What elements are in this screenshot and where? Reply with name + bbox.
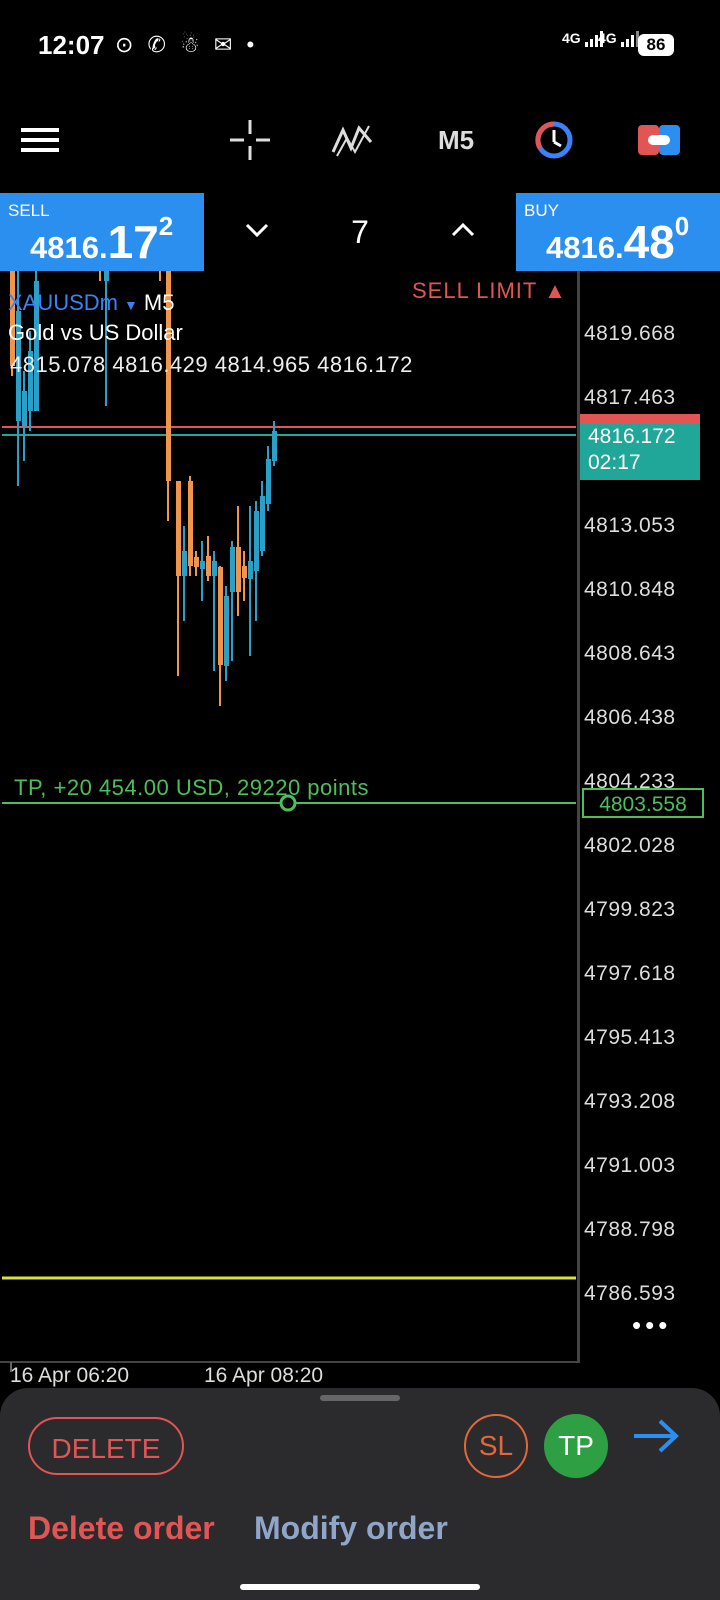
order-sheet (0, 1388, 720, 1600)
current-price-tag: 4816.172 02:17 (580, 424, 700, 480)
volume-increase-button[interactable] (450, 222, 476, 243)
buy-button[interactable]: BUY 4816.480 (516, 193, 720, 271)
symbol-dropdown-icon: ▼ (124, 297, 138, 313)
menu-icon[interactable] (18, 95, 62, 185)
stop-loss-button[interactable]: SL (464, 1414, 528, 1478)
signal-icon: 4G (598, 30, 643, 48)
time-tick (10, 1362, 12, 1372)
buy-price: 4816.480 (546, 211, 690, 268)
chart-symbol[interactable]: XAUUSDm ▼ M5 (8, 290, 175, 315)
price-level: 4799.823 (584, 898, 676, 921)
price-level: 4797.618 (584, 962, 676, 985)
toolbar: M5 (0, 95, 720, 185)
battery-indicator: 86 (638, 34, 674, 56)
crosshair-icon[interactable] (228, 95, 272, 185)
arrow-right-icon[interactable] (632, 1418, 680, 1464)
price-chart[interactable] (0, 271, 580, 1363)
price-level: 4788.798 (584, 1218, 676, 1241)
take-profit-handle[interactable] (279, 794, 297, 812)
price-level: 4795.413 (584, 1026, 676, 1049)
one-click-trading-icon[interactable] (532, 95, 576, 185)
price-level: 4804.233 (584, 770, 676, 793)
price-level: 4802.028 (584, 834, 676, 857)
volume-decrease-button[interactable] (244, 222, 270, 243)
take-profit-label: TP, +20 454.00 USD, 29220 points (14, 775, 370, 800)
time-label: 16 Apr 06:20 (10, 1364, 130, 1387)
modify-order-tab[interactable]: Modify order (254, 1510, 448, 1546)
price-level: 4793.208 (584, 1090, 676, 1113)
price-level: 4791.003 (584, 1154, 676, 1177)
indicators-icon[interactable] (330, 95, 374, 185)
volume-value[interactable]: 7 (351, 213, 369, 250)
ohlc-values: 4815.078 4816.429 4814.965 4816.172 (10, 352, 413, 377)
sell-limit-price-tag (580, 414, 700, 426)
take-profit-button[interactable]: TP (544, 1414, 608, 1478)
sell-button[interactable]: SELL 4816.172 (0, 193, 204, 271)
take-profit-price-tag[interactable]: 4803.558 (582, 788, 704, 818)
sell-price: 4816.172 (30, 211, 174, 268)
price-level: 4806.438 (584, 706, 676, 729)
price-level: 4786.593 (584, 1282, 676, 1305)
delete-button[interactable]: DELETE (28, 1417, 184, 1475)
symbol-description: Gold vs US Dollar (8, 320, 183, 345)
time-label: 16 Apr 08:20 (204, 1364, 324, 1387)
status-time: 12:07 (38, 30, 105, 60)
price-level: 4813.053 (584, 514, 676, 537)
trade-panel-icon[interactable] (634, 95, 684, 185)
candlesticks (10, 271, 277, 706)
notification-icons: ⊙ ✆ ☃ ✉ • (115, 32, 259, 57)
sheet-drag-handle[interactable] (320, 1395, 400, 1401)
signal-icon: 4G (562, 30, 607, 48)
home-indicator[interactable] (240, 1584, 480, 1590)
delete-order-tab[interactable]: Delete order (28, 1510, 215, 1546)
more-options-icon[interactable]: ••• (632, 1310, 672, 1340)
price-level: 4808.643 (584, 642, 676, 665)
price-level: 4817.463 (584, 386, 676, 409)
timeframe-button[interactable]: M5 (437, 124, 475, 155)
price-level: 4819.668 (584, 322, 676, 345)
price-level: 4810.848 (584, 578, 676, 601)
sell-limit-label: SELL LIMIT ▲ (412, 278, 567, 303)
volume-control: 7 (204, 193, 516, 271)
chart-canvas[interactable] (0, 271, 578, 1361)
triangle-up-icon: ▲ (544, 278, 567, 303)
status-bar: 12:07 ⊙ ✆ ☃ ✉ • 4G 4G 86 (0, 0, 720, 90)
